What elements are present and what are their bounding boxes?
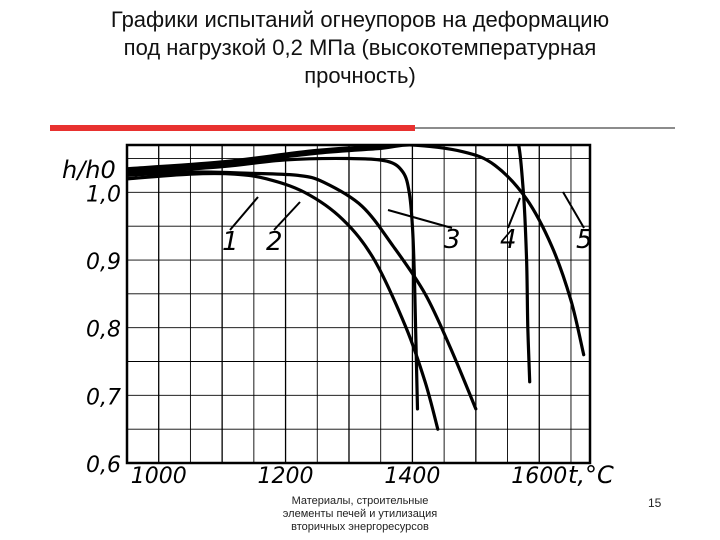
y-tick-label: 0,9 (86, 250, 121, 275)
slide-title-line: под нагрузкой 0,2 МПа (высокотемпературн… (123, 35, 597, 60)
chart-grid (127, 145, 590, 463)
footer-line: элементы печей и утилизация (282, 508, 438, 520)
leader-line-4 (507, 197, 521, 229)
chart-series (127, 145, 586, 431)
series-line-3 (127, 156, 420, 411)
leader-line-3 (387, 209, 453, 229)
series-label-1: 1 (222, 227, 239, 257)
footer-line: вторичных энергоресурсов (291, 521, 429, 533)
slide-title: Графики испытаний огнеупоров на деформац… (20, 6, 700, 90)
y-tick-label: 0,7 (86, 385, 121, 410)
y-tick-label: 0,6 (86, 453, 121, 478)
series-line-5 (127, 145, 532, 384)
chart-labels: 0,6 0,7 0,8 0,9 1,0 1000 1200 1400 1600 1 2 3 4 5 (86, 182, 593, 489)
slide-title-line: прочность) (304, 63, 416, 88)
series-line-2 (127, 170, 478, 411)
y-tick-label: 0,8 (86, 318, 121, 343)
series-label-4: 4 (500, 225, 517, 255)
slide-footer: Материалы, строительные элементы печей и… (255, 495, 465, 534)
slide-title-line: Графики испытаний огнеупоров на деформац… (110, 7, 610, 32)
series-label-3: 3 (444, 225, 461, 255)
y-axis-label: h/h0 (62, 156, 116, 184)
leader-line-5 (562, 191, 585, 229)
series-line-4 (127, 145, 586, 357)
y-tick-label: 1,0 (86, 182, 121, 207)
divider-rule (415, 127, 675, 129)
leader-line-2 (273, 201, 301, 231)
plot-frame (125, 143, 592, 465)
series-label-2: 2 (266, 227, 283, 257)
page-number: 15 (648, 496, 662, 510)
x-tick-label: 1200 (258, 464, 314, 489)
x-tick-label: 1600 (511, 464, 567, 489)
series-label-5: 5 (576, 225, 593, 255)
leader-line-1 (229, 196, 259, 231)
x-tick-label: 1000 (131, 464, 187, 489)
accent-rule (50, 125, 415, 131)
x-tick-label: 1400 (384, 464, 440, 489)
footer-line: Материалы, строительные (291, 495, 429, 507)
x-axis-label: t,°C (568, 461, 614, 489)
